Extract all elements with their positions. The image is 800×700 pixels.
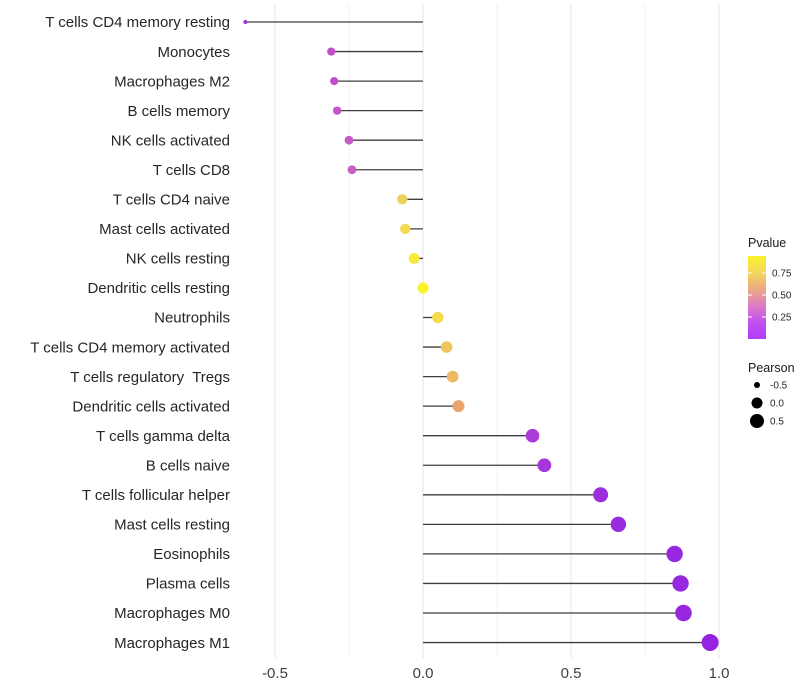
x-axis-tick-label: 0.5 xyxy=(561,665,582,682)
lollipop-row: B cells memory xyxy=(127,103,423,120)
y-axis-label: Macrophages M0 xyxy=(114,605,230,622)
y-axis-label: T cells gamma delta xyxy=(96,428,231,445)
lollipop-row: T cells follicular helper xyxy=(82,487,609,504)
data-point xyxy=(332,106,342,115)
data-point xyxy=(593,487,609,503)
y-axis-label: B cells naive xyxy=(146,457,230,474)
y-axis-label: B cells memory xyxy=(127,103,230,120)
data-point xyxy=(397,194,408,205)
data-point xyxy=(672,575,689,592)
lollipop-row: T cells CD4 naive xyxy=(113,192,423,209)
pearson-size-key-dot xyxy=(750,414,764,428)
lollipop-row: Monocytes xyxy=(157,44,423,61)
x-axis-tick-label: 1.0 xyxy=(709,665,730,682)
pearson-size-key-label: 0.5 xyxy=(770,417,784,428)
y-axis-label: Monocytes xyxy=(157,44,230,61)
data-point xyxy=(525,428,540,443)
lollipop-row: Macrophages M1 xyxy=(114,634,719,652)
y-axis-label: NK cells activated xyxy=(111,132,230,149)
data-point xyxy=(347,165,357,175)
lollipop-rows: T cells CD4 memory resting Monocytes Macro… xyxy=(30,14,719,652)
pearson-size-key-dot xyxy=(754,382,760,388)
y-axis-label: Plasma cells xyxy=(146,576,230,593)
lollipop-row: Macrophages M2 xyxy=(114,73,423,90)
pvalue-legend-title: Pvalue xyxy=(748,236,786,250)
lollipop-row: T cells CD4 memory activated xyxy=(30,339,453,356)
pearson-size-key-label: 0.0 xyxy=(770,399,784,410)
lollipop-row: Eosinophils xyxy=(153,545,683,563)
y-axis-label: T cells CD4 naive xyxy=(113,192,230,209)
data-point xyxy=(440,341,453,353)
data-point xyxy=(432,311,444,324)
pvalue-tick-label: 0.25 xyxy=(772,313,792,324)
y-axis-label: Dendritic cells activated xyxy=(72,398,230,415)
data-point xyxy=(400,223,411,235)
pvalue-tick-label: 0.50 xyxy=(772,291,792,302)
pvalue-gradient-bar xyxy=(748,256,766,339)
data-point xyxy=(344,135,354,145)
data-point xyxy=(330,77,339,86)
data-point xyxy=(408,253,420,264)
lollipop-row: NK cells resting xyxy=(126,251,423,268)
data-point xyxy=(675,604,692,622)
lollipop-row: B cells naive xyxy=(146,457,552,474)
lollipop-row: T cells regulatory Tregs xyxy=(70,369,459,386)
lollipop-row: Dendritic cells activated xyxy=(72,398,465,415)
y-axis-label: T cells CD4 memory activated xyxy=(30,339,230,356)
lollipop-row: Macrophages M0 xyxy=(114,604,692,622)
y-axis-label: Dendritic cells resting xyxy=(87,280,230,297)
x-axis: -0.5 0.0 0.5 1.0 xyxy=(262,665,729,682)
lollipop-row: Mast cells resting xyxy=(114,516,627,534)
legend: Pvalue 0.75 0.50 0.25 Pearson -0.5 0.0 0.5 xyxy=(748,236,795,428)
lollipop-row: Mast cells activated xyxy=(99,221,423,238)
y-axis-label: Eosinophils xyxy=(153,546,230,563)
x-axis-tick-label: -0.5 xyxy=(262,665,288,682)
lollipop-row: T cells gamma delta xyxy=(96,428,540,445)
lollipop-row: Dendritic cells resting xyxy=(87,280,429,297)
lollipop-row: T cells CD8 xyxy=(153,162,423,179)
data-point xyxy=(537,458,552,473)
data-point xyxy=(243,20,248,24)
y-axis-label: NK cells resting xyxy=(126,251,230,268)
lollipop-row: Plasma cells xyxy=(146,575,689,593)
y-axis-label: T cells CD4 memory resting xyxy=(45,14,230,31)
data-point xyxy=(446,370,459,383)
data-point xyxy=(327,47,336,56)
y-axis-label: Macrophages M2 xyxy=(114,73,230,90)
pearson-size-key-label: -0.5 xyxy=(770,381,788,392)
lollipop-row: T cells CD4 memory resting xyxy=(45,14,423,31)
lollipop-row: NK cells activated xyxy=(111,132,423,149)
pearson-size-key-dot xyxy=(751,397,763,409)
data-point xyxy=(452,400,465,413)
data-point xyxy=(417,282,429,294)
y-axis-label: Macrophages M1 xyxy=(114,635,230,652)
y-axis-label: T cells regulatory Tregs xyxy=(70,369,230,386)
y-axis-label: Mast cells activated xyxy=(99,221,230,238)
y-axis-label: Neutrophils xyxy=(154,310,230,327)
gridlines xyxy=(274,4,720,658)
y-axis-label: T cells CD8 xyxy=(153,162,230,179)
pvalue-tick-label: 0.75 xyxy=(772,269,792,280)
y-axis-label: T cells follicular helper xyxy=(82,487,230,504)
pearson-legend-title: Pearson xyxy=(748,361,795,375)
data-point xyxy=(610,516,627,533)
lollipop-row: Neutrophils xyxy=(154,310,444,327)
data-point xyxy=(701,634,719,652)
y-axis-label: Mast cells resting xyxy=(114,517,230,534)
x-axis-tick-label: 0.0 xyxy=(413,665,434,682)
data-point xyxy=(666,545,683,563)
